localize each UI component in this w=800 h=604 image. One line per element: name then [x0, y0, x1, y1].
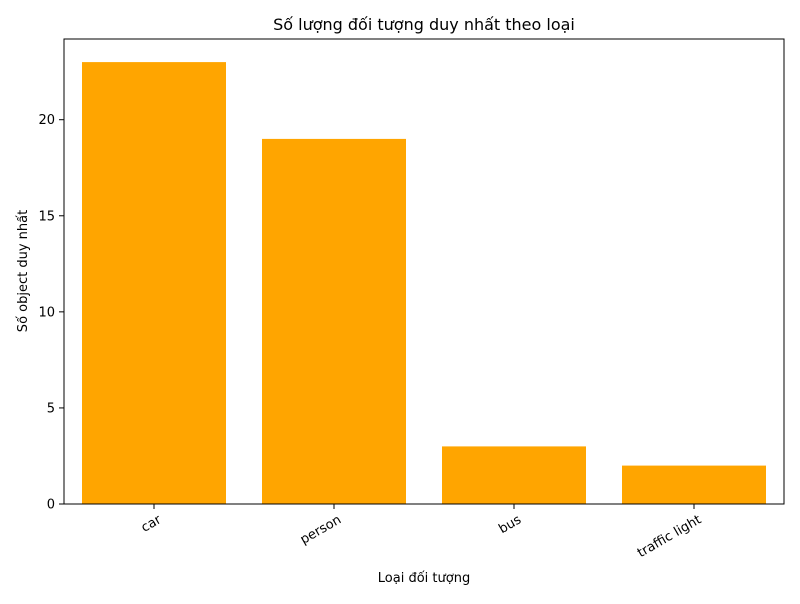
- bar-person: [262, 138, 406, 504]
- y-tick-label: 20: [38, 113, 55, 128]
- y-tick-label: 0: [47, 498, 55, 513]
- y-axis-label: Số object duy nhất: [16, 210, 31, 332]
- y-tick-label: 5: [47, 401, 55, 416]
- plot-frame: [63, 38, 785, 505]
- bars-layer: [82, 62, 766, 504]
- x-tick-label: traffic light: [635, 512, 704, 561]
- bar-bus: [442, 446, 586, 504]
- x-tick-label: bus: [496, 512, 524, 537]
- x-axis-ticks: car person bus traffic light: [139, 504, 704, 561]
- y-tick-label: 10: [38, 305, 55, 320]
- bar-car: [82, 62, 226, 504]
- y-axis-ticks: 0 5 10 15 20: [38, 113, 64, 513]
- y-tick-label: 15: [38, 209, 55, 224]
- chart-title: Số lượng đối tượng duy nhất theo loại: [273, 15, 575, 34]
- x-tick-label: person: [298, 512, 344, 547]
- x-axis-label: Loại đối tượng: [378, 571, 470, 586]
- x-tick-label: car: [139, 512, 165, 536]
- bar-traffic-light: [622, 465, 766, 504]
